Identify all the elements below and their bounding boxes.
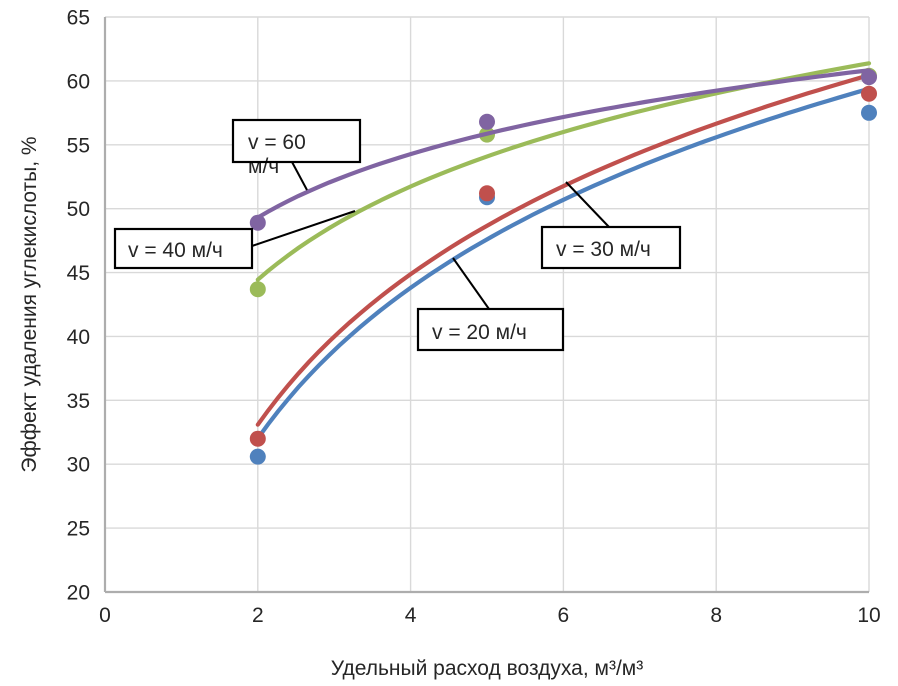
x-tick-label: 0 xyxy=(99,604,111,627)
annotation-label: v = 60 xyxy=(248,131,306,154)
y-tick-label: 20 xyxy=(67,582,90,605)
y-tick-label: 65 xyxy=(67,7,90,30)
data-point xyxy=(249,430,266,447)
y-tick-label: 60 xyxy=(67,70,90,93)
x-axis-title: Удельный расход воздуха, м³/м³ xyxy=(331,657,643,680)
data-point xyxy=(861,85,877,102)
y-tick-label: 55 xyxy=(67,134,90,157)
leader-line xyxy=(251,210,356,247)
annotation-box-border xyxy=(540,225,682,270)
data-point xyxy=(861,104,877,121)
data-point xyxy=(249,214,266,231)
annotation-box-border xyxy=(113,227,254,270)
annotation-label: v = 20 м/ч xyxy=(432,321,527,344)
annotation-label: v = 40 м/ч xyxy=(128,239,223,262)
leader-line xyxy=(452,257,490,310)
annotation-box-bg xyxy=(233,120,360,162)
annotation-box-border xyxy=(231,118,362,164)
x-tick-label: 4 xyxy=(405,604,417,627)
x-tick-label: 6 xyxy=(558,604,570,627)
y-tick-label: 50 xyxy=(67,198,90,221)
y-tick-label: 45 xyxy=(67,262,90,285)
trend-curve xyxy=(255,68,872,220)
annotation-box-bg xyxy=(418,309,563,350)
x-tick-label: 10 xyxy=(857,604,880,627)
y-tick-label: 30 xyxy=(67,454,90,477)
data-point xyxy=(861,69,877,86)
data-point xyxy=(249,281,266,298)
annotation-label: м/ч xyxy=(248,155,279,178)
annotation-box-bg xyxy=(115,229,252,268)
y-tick-label: 40 xyxy=(67,326,90,349)
leader-line xyxy=(291,161,308,191)
trend-curve xyxy=(255,86,872,441)
x-tick-label: 8 xyxy=(710,604,722,627)
data-point xyxy=(479,113,495,130)
leader-line xyxy=(565,181,610,228)
annotation-box-border xyxy=(416,307,565,352)
annotation-label: v = 30 м/ч xyxy=(556,238,651,261)
data-point xyxy=(249,448,266,465)
annotation-box-bg xyxy=(542,227,680,268)
y-tick-label: 35 xyxy=(67,390,90,413)
y-tick-label: 25 xyxy=(67,518,90,541)
trend-curve xyxy=(255,73,872,427)
data-point xyxy=(479,185,495,202)
y-axis-title: Эффект удаления углекислоты, % xyxy=(18,136,41,472)
x-tick-label: 2 xyxy=(252,604,264,627)
